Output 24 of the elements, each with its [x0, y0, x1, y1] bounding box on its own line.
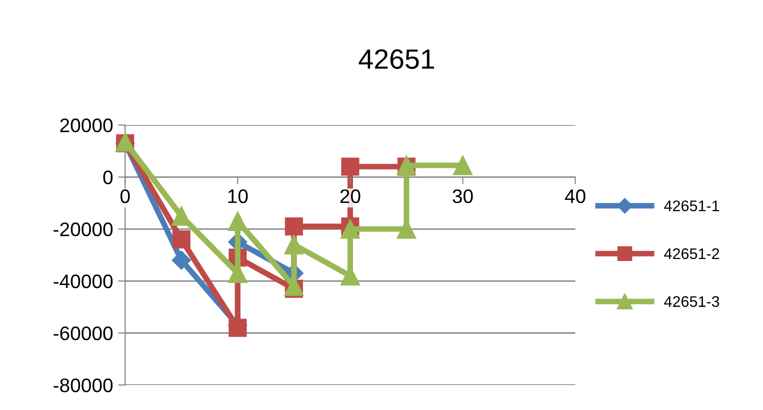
point	[341, 158, 360, 176]
legend-label: 42651-3	[664, 296, 720, 307]
y-tick-label: 20000	[60, 118, 113, 132]
y-tick-label: -80000	[54, 378, 113, 392]
x-tick-label: 20	[340, 189, 360, 204]
point	[172, 250, 191, 270]
y-tick-label: -40000	[54, 274, 113, 288]
point	[284, 234, 304, 254]
point	[228, 318, 247, 337]
point	[340, 219, 360, 239]
y-tick-label: -20000	[54, 222, 113, 236]
point	[228, 212, 248, 231]
legend-label: 42651-1	[664, 200, 720, 212]
point	[453, 156, 472, 176]
point	[172, 230, 190, 248]
legend-label: 42651-2	[664, 248, 720, 260]
x-tick-label: 0	[120, 189, 130, 204]
x-tick-label: 30	[452, 189, 473, 204]
y-tick-label: -60000	[54, 326, 113, 340]
x-tick-label: 40	[564, 189, 586, 204]
chart-title: 42651	[358, 49, 434, 69]
x-tick-label: 10	[228, 189, 248, 204]
point	[284, 217, 303, 236]
y-tick-label: 0	[103, 170, 113, 184]
